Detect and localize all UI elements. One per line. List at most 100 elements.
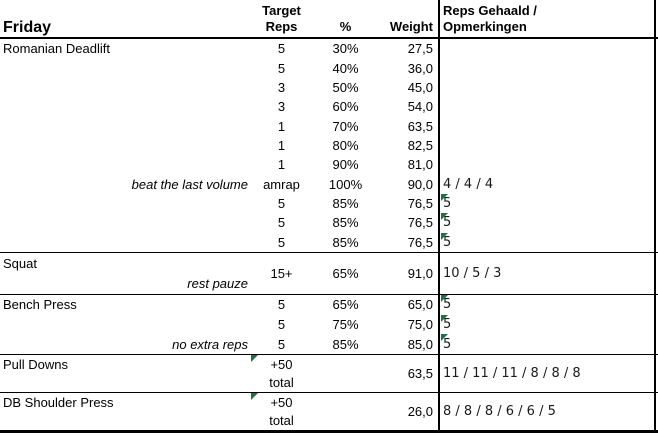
result-cell[interactable]: 5 bbox=[438, 295, 658, 315]
reps-cell[interactable]: 1 bbox=[250, 136, 313, 155]
weight-cell[interactable]: 81,0 bbox=[378, 155, 438, 174]
weight-cell[interactable]: 27,5 bbox=[378, 39, 438, 58]
cell-value: 80% bbox=[332, 137, 359, 153]
cell-value: +50 bbox=[270, 356, 293, 372]
pct-cell[interactable]: 100% bbox=[313, 175, 378, 194]
note-cell[interactable]: beat the last volume bbox=[0, 175, 250, 194]
weight-cell[interactable]: 76,5 bbox=[378, 213, 438, 232]
reps-cell[interactable]: +50 bbox=[250, 355, 313, 374]
result-cell[interactable]: 5 bbox=[438, 334, 658, 354]
cell-value: 11 / 11 / 11 / 8 / 8 / 8 bbox=[443, 366, 581, 381]
cell-value: no extra reps bbox=[172, 336, 248, 352]
pct-cell[interactable]: 80% bbox=[313, 136, 378, 155]
reps-cell[interactable]: 3 bbox=[250, 97, 313, 116]
weight-cell[interactable]: 26,0 bbox=[378, 393, 438, 430]
pct-cell[interactable]: 65% bbox=[313, 295, 378, 315]
weight-cell[interactable]: 76,5 bbox=[378, 233, 438, 252]
cell-value: 85% bbox=[332, 196, 359, 212]
cell-value: 1 bbox=[277, 118, 286, 134]
results-header-cell[interactable]: Reps Gehaald / Opmerkingen bbox=[438, 0, 658, 37]
reps-cell[interactable]: 5 bbox=[250, 213, 313, 232]
cell-value: 45,0 bbox=[407, 79, 433, 95]
percent-header-cell[interactable]: % bbox=[313, 0, 378, 37]
weight-cell[interactable]: 76,5 bbox=[378, 194, 438, 213]
pct-cell[interactable]: 60% bbox=[313, 97, 378, 116]
exercise-section: Pull Downs +50 total 63,5 11 / 11 / 11 / 8 /… bbox=[0, 355, 658, 393]
note-cell[interactable]: no extra reps bbox=[0, 334, 250, 354]
result-cell[interactable]: 4 / 4 / 4 bbox=[438, 175, 658, 194]
reps-cell[interactable]: +50 bbox=[250, 393, 313, 412]
cell-value: 76,5 bbox=[407, 234, 433, 250]
pct-cell[interactable]: 40% bbox=[313, 58, 378, 77]
pct-cell[interactable]: 85% bbox=[313, 334, 378, 354]
weight-cell[interactable]: 85,0 bbox=[378, 334, 438, 354]
weight-header-cell[interactable]: Weight bbox=[378, 0, 438, 37]
reps-cell[interactable]: 5 bbox=[250, 295, 313, 315]
note-cell[interactable]: rest pauze bbox=[0, 274, 250, 295]
pct-cell[interactable]: 50% bbox=[313, 78, 378, 97]
cell-value: 5 bbox=[277, 336, 286, 352]
cell-value: 82,5 bbox=[407, 137, 433, 153]
pct-cell[interactable]: 85% bbox=[313, 233, 378, 252]
reps-cell[interactable]: total bbox=[250, 374, 313, 393]
pct-cell[interactable]: 30% bbox=[313, 39, 378, 58]
cell-value: 5 bbox=[443, 234, 452, 250]
day-title: Friday bbox=[3, 19, 52, 36]
exercise-section: Bench Press 5 65% 65,0 5 5 75% 75,0 5 no extra re… bbox=[0, 295, 658, 355]
result-cell[interactable]: 5 bbox=[438, 193, 658, 213]
reps-cell[interactable]: 15+ bbox=[250, 253, 313, 294]
pct-cell[interactable]: 85% bbox=[313, 194, 378, 213]
cell-value: 1 bbox=[277, 137, 286, 153]
weight-cell[interactable]: 45,0 bbox=[378, 78, 438, 97]
exercise-name-cell[interactable]: Pull Downs bbox=[0, 355, 250, 374]
reps-cell[interactable]: 1 bbox=[250, 155, 313, 174]
weight-cell[interactable]: 75,0 bbox=[378, 315, 438, 335]
reps-cell[interactable]: 3 bbox=[250, 78, 313, 97]
day-title-cell[interactable]: Friday bbox=[0, 0, 250, 37]
cell-value: 76,5 bbox=[407, 215, 433, 231]
cell-value: 63,5 bbox=[407, 366, 433, 381]
reps-cell[interactable]: 5 bbox=[250, 194, 313, 213]
result-cell[interactable]: 5 bbox=[438, 213, 658, 232]
reps-cell[interactable]: 5 bbox=[250, 334, 313, 354]
weight-cell[interactable]: 63,5 bbox=[378, 116, 438, 135]
result-cell[interactable]: 10 / 5 / 3 bbox=[438, 253, 658, 294]
cell-value: 75,0 bbox=[407, 316, 433, 332]
reps-cell[interactable]: 5 bbox=[250, 39, 313, 58]
pct-cell[interactable]: 65% bbox=[313, 253, 378, 294]
weight-cell[interactable]: 54,0 bbox=[378, 97, 438, 116]
result-cell[interactable]: 5 bbox=[438, 232, 658, 252]
pct-cell[interactable]: 90% bbox=[313, 155, 378, 174]
exercise-name-cell[interactable]: Squat bbox=[0, 253, 250, 274]
reps-cell[interactable]: 5 bbox=[250, 58, 313, 77]
cell-value: Squat bbox=[3, 255, 37, 271]
pct-cell[interactable]: 85% bbox=[313, 213, 378, 232]
result-cell[interactable]: 8 / 8 / 8 / 6 / 6 / 5 bbox=[438, 393, 658, 430]
weight-cell[interactable]: 65,0 bbox=[378, 295, 438, 315]
result-cell[interactable]: 5 bbox=[438, 314, 658, 335]
pct-cell[interactable]: 70% bbox=[313, 116, 378, 135]
exercise-name-cell[interactable]: Romanian Deadlift bbox=[0, 39, 250, 58]
reps-cell[interactable]: 1 bbox=[250, 116, 313, 135]
weight-cell[interactable]: 82,5 bbox=[378, 136, 438, 155]
result-cell[interactable]: 11 / 11 / 11 / 8 / 8 / 8 bbox=[438, 355, 658, 392]
target-reps-header-cell[interactable]: Target Reps bbox=[250, 0, 313, 37]
reps-cell[interactable]: amrap bbox=[250, 175, 313, 194]
pct-cell[interactable]: 75% bbox=[313, 315, 378, 335]
cell-value: 81,0 bbox=[407, 157, 433, 173]
target-reps-header-line2: Reps bbox=[265, 19, 298, 34]
reps-cell[interactable]: 5 bbox=[250, 233, 313, 252]
exercise-name-cell[interactable]: DB Shoulder Press bbox=[0, 393, 250, 412]
weight-cell[interactable]: 91,0 bbox=[378, 253, 438, 294]
green-flag-icon bbox=[441, 213, 448, 221]
cell-value: 27,5 bbox=[407, 41, 433, 57]
reps-cell[interactable]: total bbox=[250, 412, 313, 431]
weight-cell[interactable]: 90,0 bbox=[378, 175, 438, 194]
weight-cell[interactable]: 63,5 bbox=[378, 355, 438, 392]
cell-value: amrap bbox=[263, 176, 300, 192]
weight-cell[interactable]: 36,0 bbox=[378, 58, 438, 77]
exercise-name-cell[interactable]: Bench Press bbox=[0, 295, 250, 315]
reps-cell[interactable]: 5 bbox=[250, 315, 313, 335]
cell-value: rest pauze bbox=[187, 276, 248, 292]
cell-value: 5 bbox=[277, 234, 286, 250]
